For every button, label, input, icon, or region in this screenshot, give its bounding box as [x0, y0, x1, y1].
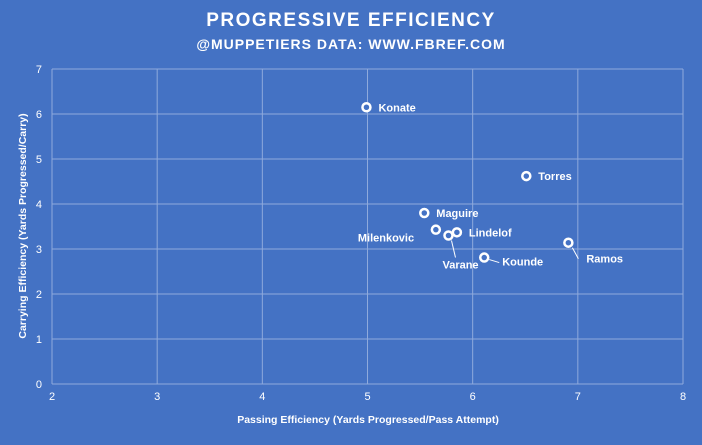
- point-milenkovic: [430, 224, 442, 235]
- y-tick-label: 7: [36, 64, 42, 76]
- leader-lines: [450, 240, 579, 264]
- point-maguire: [419, 207, 430, 219]
- point-torres: [521, 170, 532, 182]
- x-axis-label: Passing Efficiency (Yards Progressed/Pas…: [237, 414, 499, 426]
- grid: [51, 68, 684, 385]
- leader-line-varane: [450, 240, 456, 258]
- data-points: [361, 102, 574, 263]
- x-tick-label: 8: [680, 391, 686, 403]
- data-label-lindelof: Lindelof: [469, 227, 512, 239]
- point-varane: [443, 230, 454, 241]
- y-tick-label: 6: [36, 109, 42, 121]
- y-tick-label: 5: [36, 154, 42, 166]
- x-tick-label: 6: [470, 391, 476, 403]
- y-tick-label: 4: [36, 199, 42, 211]
- y-tick-labels: 0 1 2 3 4 5 6 7: [36, 64, 42, 391]
- y-tick-label: 1: [36, 334, 42, 346]
- data-label-torres: Torres: [538, 171, 571, 183]
- y-axis-label: Carrying Efficiency (Yards Progressed/Ca…: [17, 113, 29, 338]
- x-tick-label: 7: [575, 391, 581, 403]
- y-tick-label: 3: [36, 244, 42, 256]
- y-tick-label: 0: [36, 379, 42, 391]
- chart-subtitle: @MUPPETIERS DATA: WWW.FBREF.COM: [196, 36, 506, 52]
- y-tick-label: 2: [36, 289, 42, 301]
- data-label-ramos: Ramos: [586, 254, 623, 266]
- data-labels: Konate Torres Maguire Milenkovic Lindelof Var…: [358, 102, 623, 271]
- x-tick-labels: 2 3 4 5 6 7 8: [49, 391, 686, 403]
- x-tick-label: 4: [259, 391, 265, 403]
- data-label-kounde: Kounde: [502, 257, 543, 269]
- data-label-milenkovic: Milenkovic: [358, 233, 414, 245]
- point-lindelof: [451, 227, 463, 238]
- data-label-varane: Varane: [442, 260, 478, 272]
- data-label-konate: Konate: [378, 102, 415, 114]
- point-ramos: [563, 237, 574, 248]
- chart-title: PROGRESSIVE EFFICIENCY: [206, 10, 496, 31]
- data-label-maguire: Maguire: [436, 208, 478, 220]
- point-kounde: [478, 252, 490, 263]
- leader-line-kounde: [489, 259, 500, 264]
- x-tick-label: 5: [364, 391, 370, 403]
- leader-line-ramos: [571, 247, 579, 259]
- x-tick-label: 2: [49, 391, 55, 403]
- point-konate: [361, 102, 372, 113]
- x-tick-label: 3: [154, 391, 160, 403]
